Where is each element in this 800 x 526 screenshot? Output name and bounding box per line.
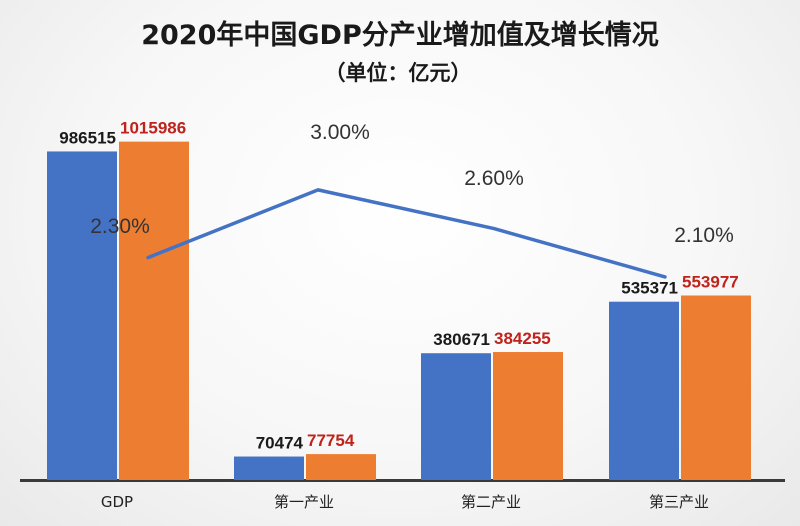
growth-rate-label: 3.00% — [310, 121, 370, 144]
category-label: 第一产业 — [274, 493, 334, 511]
data-label-series-1: 70474 — [256, 434, 304, 453]
data-label-series-1: 986515 — [59, 128, 116, 147]
data-label-series-2: 553977 — [682, 273, 739, 292]
bar-series-2 — [306, 454, 376, 480]
growth-rate-label: 2.30% — [90, 215, 150, 238]
growth-rate-label: 2.10% — [674, 224, 734, 247]
bar-series-1 — [421, 353, 491, 480]
bar-series-2 — [493, 352, 563, 480]
category-label: GDP — [101, 493, 133, 511]
bar-series-2 — [681, 295, 751, 480]
data-label-series-2: 1015986 — [120, 119, 186, 138]
bar-series-1 — [609, 301, 679, 480]
chart-subtitle: （单位：亿元） — [325, 61, 472, 85]
growth-rate-line — [146, 188, 667, 279]
bar-series-2 — [119, 141, 189, 480]
line-layer — [146, 188, 667, 279]
data-label-series-1: 380671 — [433, 330, 490, 349]
category-label: 第三产业 — [649, 493, 709, 511]
bar-series-1 — [234, 456, 304, 480]
data-label-series-1: 535371 — [621, 279, 678, 298]
data-label-series-2: 77754 — [307, 431, 355, 450]
data-label-series-2: 384255 — [494, 329, 551, 348]
bars-layer — [20, 141, 785, 482]
chart-title: 2020年中国GDP分产业增加值及增长情况 — [141, 19, 659, 51]
bar-series-1 — [47, 151, 117, 480]
growth-rate-label: 2.60% — [464, 167, 524, 190]
category-label: 第二产业 — [461, 493, 521, 511]
